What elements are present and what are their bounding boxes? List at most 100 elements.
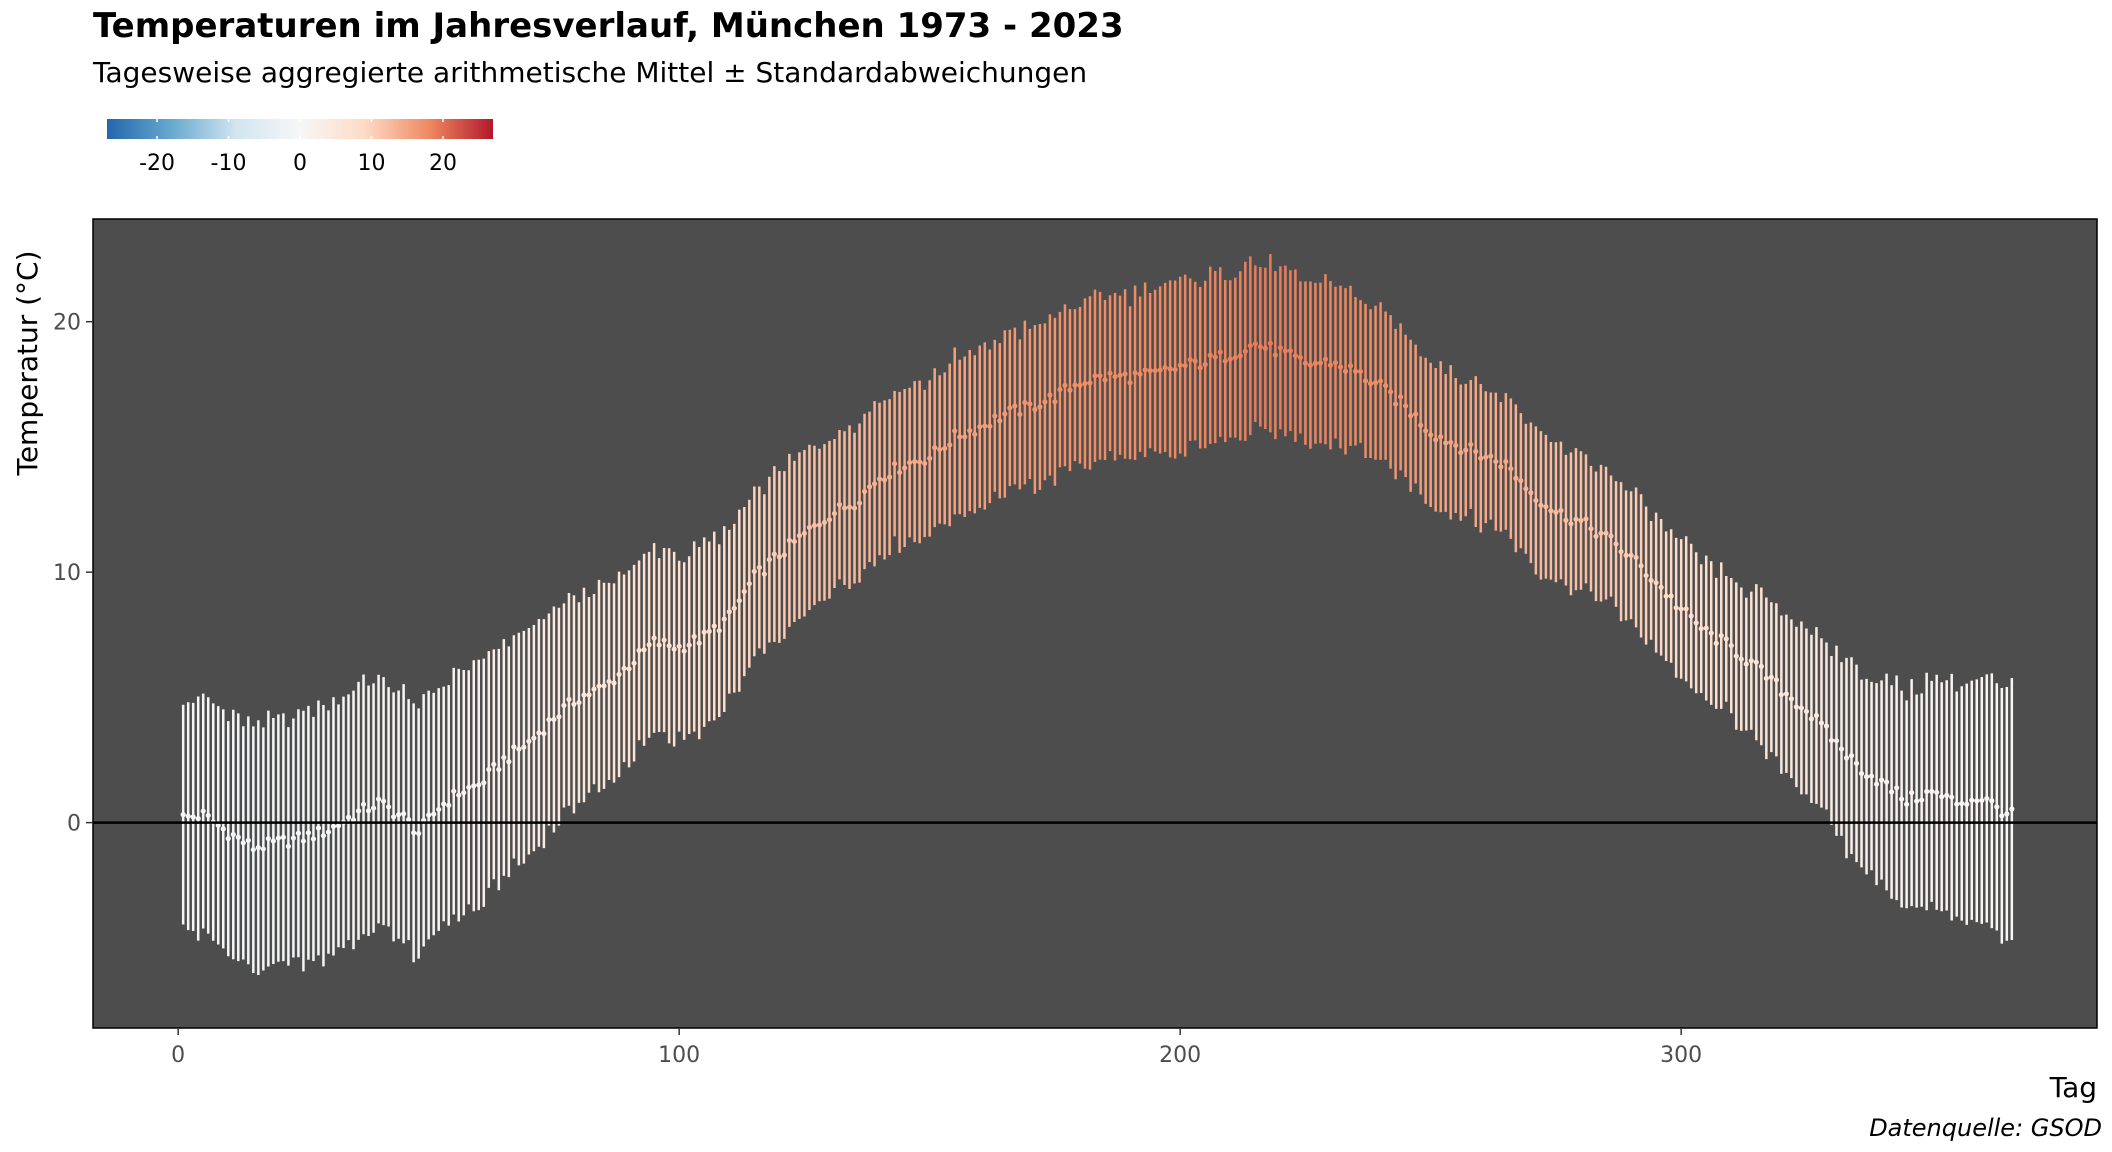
mean-point-day-293 [1643, 572, 1649, 579]
mean-point-day-244 [1398, 394, 1404, 400]
mean-point-day-32 [335, 823, 342, 829]
mean-point-day-223 [1292, 353, 1298, 359]
mean-point-day-334 [1848, 753, 1855, 759]
mean-point-day-148 [917, 459, 923, 465]
mean-point-day-211 [1232, 355, 1238, 361]
mean-point-day-154 [947, 442, 953, 448]
mean-point-day-324 [1798, 705, 1805, 711]
mean-point-day-316 [1758, 663, 1764, 669]
mean-point-day-185 [1102, 377, 1108, 383]
mean-point-day-123 [791, 538, 798, 545]
mean-point-day-276 [1558, 507, 1564, 514]
mean-point-day-95 [651, 635, 657, 641]
mean-point-day-23 [290, 835, 296, 841]
mean-point-day-268 [1518, 478, 1524, 484]
mean-point-day-339 [1873, 781, 1880, 787]
mean-point-day-234 [1347, 363, 1354, 369]
mean-point-day-196 [1157, 367, 1163, 373]
mean-point-day-275 [1553, 509, 1559, 515]
mean-point-day-51 [431, 811, 437, 817]
mean-point-day-171 [1032, 406, 1038, 413]
mean-point-day-264 [1498, 464, 1504, 470]
mean-point-day-119 [771, 551, 777, 557]
mean-point-day-254 [1448, 439, 1454, 445]
mean-point-day-81 [581, 692, 587, 698]
mean-point-day-26 [305, 830, 312, 836]
mean-point-day-340 [1878, 777, 1885, 783]
mean-point-day-142 [886, 474, 893, 480]
legend-tick-label: -10 [211, 151, 247, 176]
mean-point-day-92 [636, 647, 642, 653]
data-source-caption: Datenquelle: GSOD [1869, 1114, 2102, 1142]
mean-point-day-246 [1408, 413, 1414, 419]
mean-point-day-295 [1653, 580, 1659, 586]
mean-point-day-100 [676, 643, 682, 649]
x-tick-label: 200 [1159, 1043, 1201, 1068]
mean-point-day-152 [937, 446, 943, 453]
mean-point-day-318 [1768, 674, 1774, 680]
mean-point-day-43 [391, 814, 397, 820]
mean-point-day-327 [1813, 712, 1820, 719]
mean-point-day-128 [816, 522, 823, 528]
mean-point-day-168 [1017, 411, 1023, 418]
mean-point-day-55 [451, 788, 457, 794]
mean-point-day-227 [1312, 360, 1319, 366]
mean-point-day-306 [1708, 630, 1714, 636]
mean-point-day-150 [927, 455, 933, 461]
mean-point-day-121 [781, 552, 787, 558]
legend-tick-label: -20 [139, 151, 175, 176]
mean-point-day-71 [531, 735, 537, 741]
mean-point-day-125 [801, 530, 808, 536]
mean-point-day-296 [1658, 584, 1664, 590]
mean-point-day-169 [1022, 399, 1028, 406]
mean-point-day-117 [761, 571, 767, 577]
mean-point-day-140 [876, 476, 883, 482]
mean-point-day-348 [1919, 797, 1925, 803]
mean-point-day-224 [1297, 354, 1304, 361]
mean-point-day-160 [977, 424, 983, 430]
mean-point-day-36 [355, 808, 362, 814]
mean-point-day-109 [721, 616, 727, 622]
mean-point-day-194 [1147, 367, 1153, 374]
mean-point-day-53 [441, 801, 447, 807]
mean-point-day-343 [1894, 785, 1900, 791]
legend-tick-label: 20 [429, 151, 457, 176]
mean-point-day-356 [1959, 800, 1965, 807]
mean-point-day-319 [1773, 677, 1779, 683]
mean-point-day-200 [1177, 362, 1183, 368]
mean-point-day-184 [1097, 373, 1103, 379]
mean-point-day-357 [1964, 801, 1970, 807]
mean-point-day-82 [586, 692, 592, 698]
mean-point-day-262 [1488, 453, 1494, 459]
mean-point-day-107 [711, 623, 717, 629]
mean-point-day-321 [1783, 691, 1789, 697]
mean-point-day-170 [1027, 401, 1033, 407]
mean-point-day-222 [1287, 348, 1293, 354]
mean-point-day-164 [997, 418, 1003, 424]
mean-point-day-178 [1067, 387, 1073, 393]
mean-point-day-245 [1403, 403, 1409, 409]
mean-point-day-331 [1833, 738, 1840, 744]
mean-point-day-68 [516, 746, 522, 752]
mean-point-day-305 [1703, 625, 1709, 631]
mean-point-day-366 [2009, 806, 2015, 812]
mean-point-day-161 [982, 423, 988, 429]
mean-point-day-52 [436, 806, 442, 813]
mean-point-day-129 [821, 519, 828, 526]
mean-point-day-349 [1924, 788, 1930, 795]
mean-point-day-130 [826, 517, 833, 523]
mean-point-day-56 [456, 792, 462, 798]
mean-point-day-320 [1778, 692, 1784, 698]
mean-point-day-172 [1037, 404, 1043, 410]
mean-point-day-308 [1718, 633, 1724, 639]
mean-point-day-50 [426, 812, 432, 818]
mean-point-day-360 [1979, 797, 1985, 804]
mean-point-day-13 [240, 840, 246, 846]
mean-point-day-326 [1808, 716, 1815, 722]
mean-point-day-240 [1377, 378, 1384, 384]
mean-point-day-189 [1122, 371, 1128, 377]
mean-point-day-22 [285, 843, 291, 849]
mean-point-day-78 [566, 696, 572, 702]
mean-point-day-256 [1458, 450, 1464, 456]
mean-point-day-228 [1317, 360, 1324, 366]
